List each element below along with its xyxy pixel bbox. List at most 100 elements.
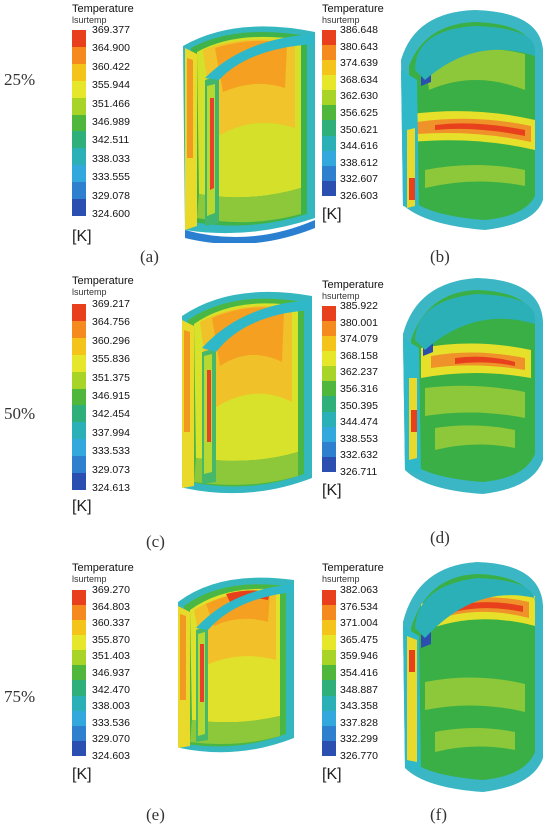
colorbar-segment <box>72 710 86 726</box>
tick-label: 333.533 <box>92 445 130 458</box>
colorbar-e <box>72 590 86 756</box>
legend-a: Temperature lsurtemp <box>72 4 134 26</box>
colorbar-segment <box>72 439 86 457</box>
tick-label: 369.377 <box>92 24 130 36</box>
legend-title: Temperature <box>322 562 384 574</box>
colorbar-segment <box>72 590 86 606</box>
tick-label: 346.937 <box>92 667 130 679</box>
colorbar-segment <box>322 396 336 412</box>
tick-label: 354.416 <box>340 667 378 679</box>
legend-d: Temperature hsurtemp <box>322 280 384 302</box>
colorbar-segment <box>72 30 86 47</box>
colorbar-segment <box>72 422 86 440</box>
colorbar-segment <box>72 388 86 406</box>
colorbar-segment <box>322 306 336 322</box>
tick-label: 380.643 <box>340 40 378 53</box>
colorbar-segment <box>322 426 336 442</box>
colorbar-c <box>72 304 86 490</box>
colorbar-segment <box>72 371 86 389</box>
tick-label: 332.607 <box>340 173 378 186</box>
colorbar-segment <box>322 150 336 166</box>
legend-e: Temperature lsurtemp <box>72 562 134 585</box>
tick-label: 348.887 <box>340 683 378 696</box>
colorbar-segment <box>72 80 86 98</box>
legend-title: Temperature <box>72 562 134 574</box>
tick-label: 359.946 <box>340 650 378 663</box>
tick-label: 374.079 <box>340 333 378 346</box>
tick-label: 364.803 <box>92 600 130 613</box>
colorbar-segment <box>72 304 86 321</box>
tick-label: 368.158 <box>340 349 378 362</box>
tick-label: 356.625 <box>340 107 378 119</box>
tick-label: 329.073 <box>92 463 130 476</box>
legend-title: Temperature <box>72 275 134 287</box>
tick-label: 351.403 <box>92 650 130 663</box>
colorbar-segment <box>72 740 86 756</box>
cylinder-plot-e <box>178 577 294 753</box>
colorbar-f <box>322 590 336 756</box>
tick-label: 338.033 <box>92 152 130 165</box>
tick-label: 344.616 <box>340 140 378 153</box>
tick-label: 346.989 <box>92 116 130 128</box>
tick-label: 355.870 <box>92 633 130 646</box>
colorbar-segment <box>72 165 86 183</box>
colorbar-segment <box>322 180 336 196</box>
tick-label: 329.070 <box>92 733 130 746</box>
tick-label: 382.063 <box>340 584 378 596</box>
legend-subtitle: lsurtemp <box>72 15 107 25</box>
colorbar-segment <box>322 590 336 606</box>
colorbar-segment <box>72 725 86 741</box>
tick-label: 364.900 <box>92 42 130 55</box>
cylinder-plot-c <box>182 291 312 494</box>
row-label-25: 25% <box>4 70 36 89</box>
caption-e: (e) <box>146 805 165 824</box>
cylinder-plot-b <box>401 10 543 230</box>
colorbar-segment <box>322 605 336 621</box>
row-label-75: 75% <box>4 687 36 706</box>
colorbar-segment <box>322 740 336 756</box>
tick-label: 362.237 <box>340 366 378 379</box>
colorbar-segment <box>72 182 86 200</box>
colorbar-segment <box>322 120 336 136</box>
colorbar-segment <box>72 131 86 149</box>
colorbar-segment <box>322 165 336 181</box>
tick-label: 380.001 <box>340 316 378 329</box>
colorbar-segment <box>72 97 86 115</box>
colorbar-segment <box>322 635 336 651</box>
legend-subtitle: hsurtemp <box>322 291 360 301</box>
colorbar-segment <box>322 650 336 666</box>
colorbar-segment <box>322 710 336 726</box>
colorbar-segment <box>72 605 86 621</box>
colorbar-segment <box>72 320 86 338</box>
colorbar-segment <box>322 90 336 106</box>
tick-label: 338.003 <box>92 700 130 713</box>
colorbar-segment <box>322 30 336 46</box>
unit-e: [K] <box>72 766 92 783</box>
cylinder-plot-a <box>183 26 315 243</box>
tick-label: 364.756 <box>92 316 130 329</box>
colorbar-segment <box>322 456 336 472</box>
tick-label: 351.466 <box>92 97 130 110</box>
tick-label: 343.358 <box>340 700 378 713</box>
colorbar-segment <box>322 75 336 91</box>
tick-label: 332.299 <box>340 733 378 746</box>
caption-f: (f) <box>430 805 447 824</box>
tick-label: 332.632 <box>340 449 378 462</box>
colorbar-segment <box>322 411 336 427</box>
caption-b: (b) <box>430 247 450 266</box>
tick-label: 337.994 <box>92 426 130 439</box>
tick-label: 362.630 <box>340 90 378 103</box>
colorbar-segment <box>72 199 86 216</box>
tick-label: 368.634 <box>340 73 378 86</box>
cylinder-plot-f <box>403 562 543 792</box>
colorbar-segment <box>322 620 336 636</box>
tick-label: 342.470 <box>92 683 130 696</box>
colorbar-segment <box>72 620 86 636</box>
legend-subtitle: lsurtemp <box>72 287 107 297</box>
legend-subtitle: hsurtemp <box>322 15 360 25</box>
colorbar-segment <box>72 665 86 681</box>
colorbar-segment <box>322 725 336 741</box>
colorbar-segment <box>322 351 336 367</box>
tick-label: 385.922 <box>340 300 378 312</box>
tick-label: 369.217 <box>92 298 130 310</box>
